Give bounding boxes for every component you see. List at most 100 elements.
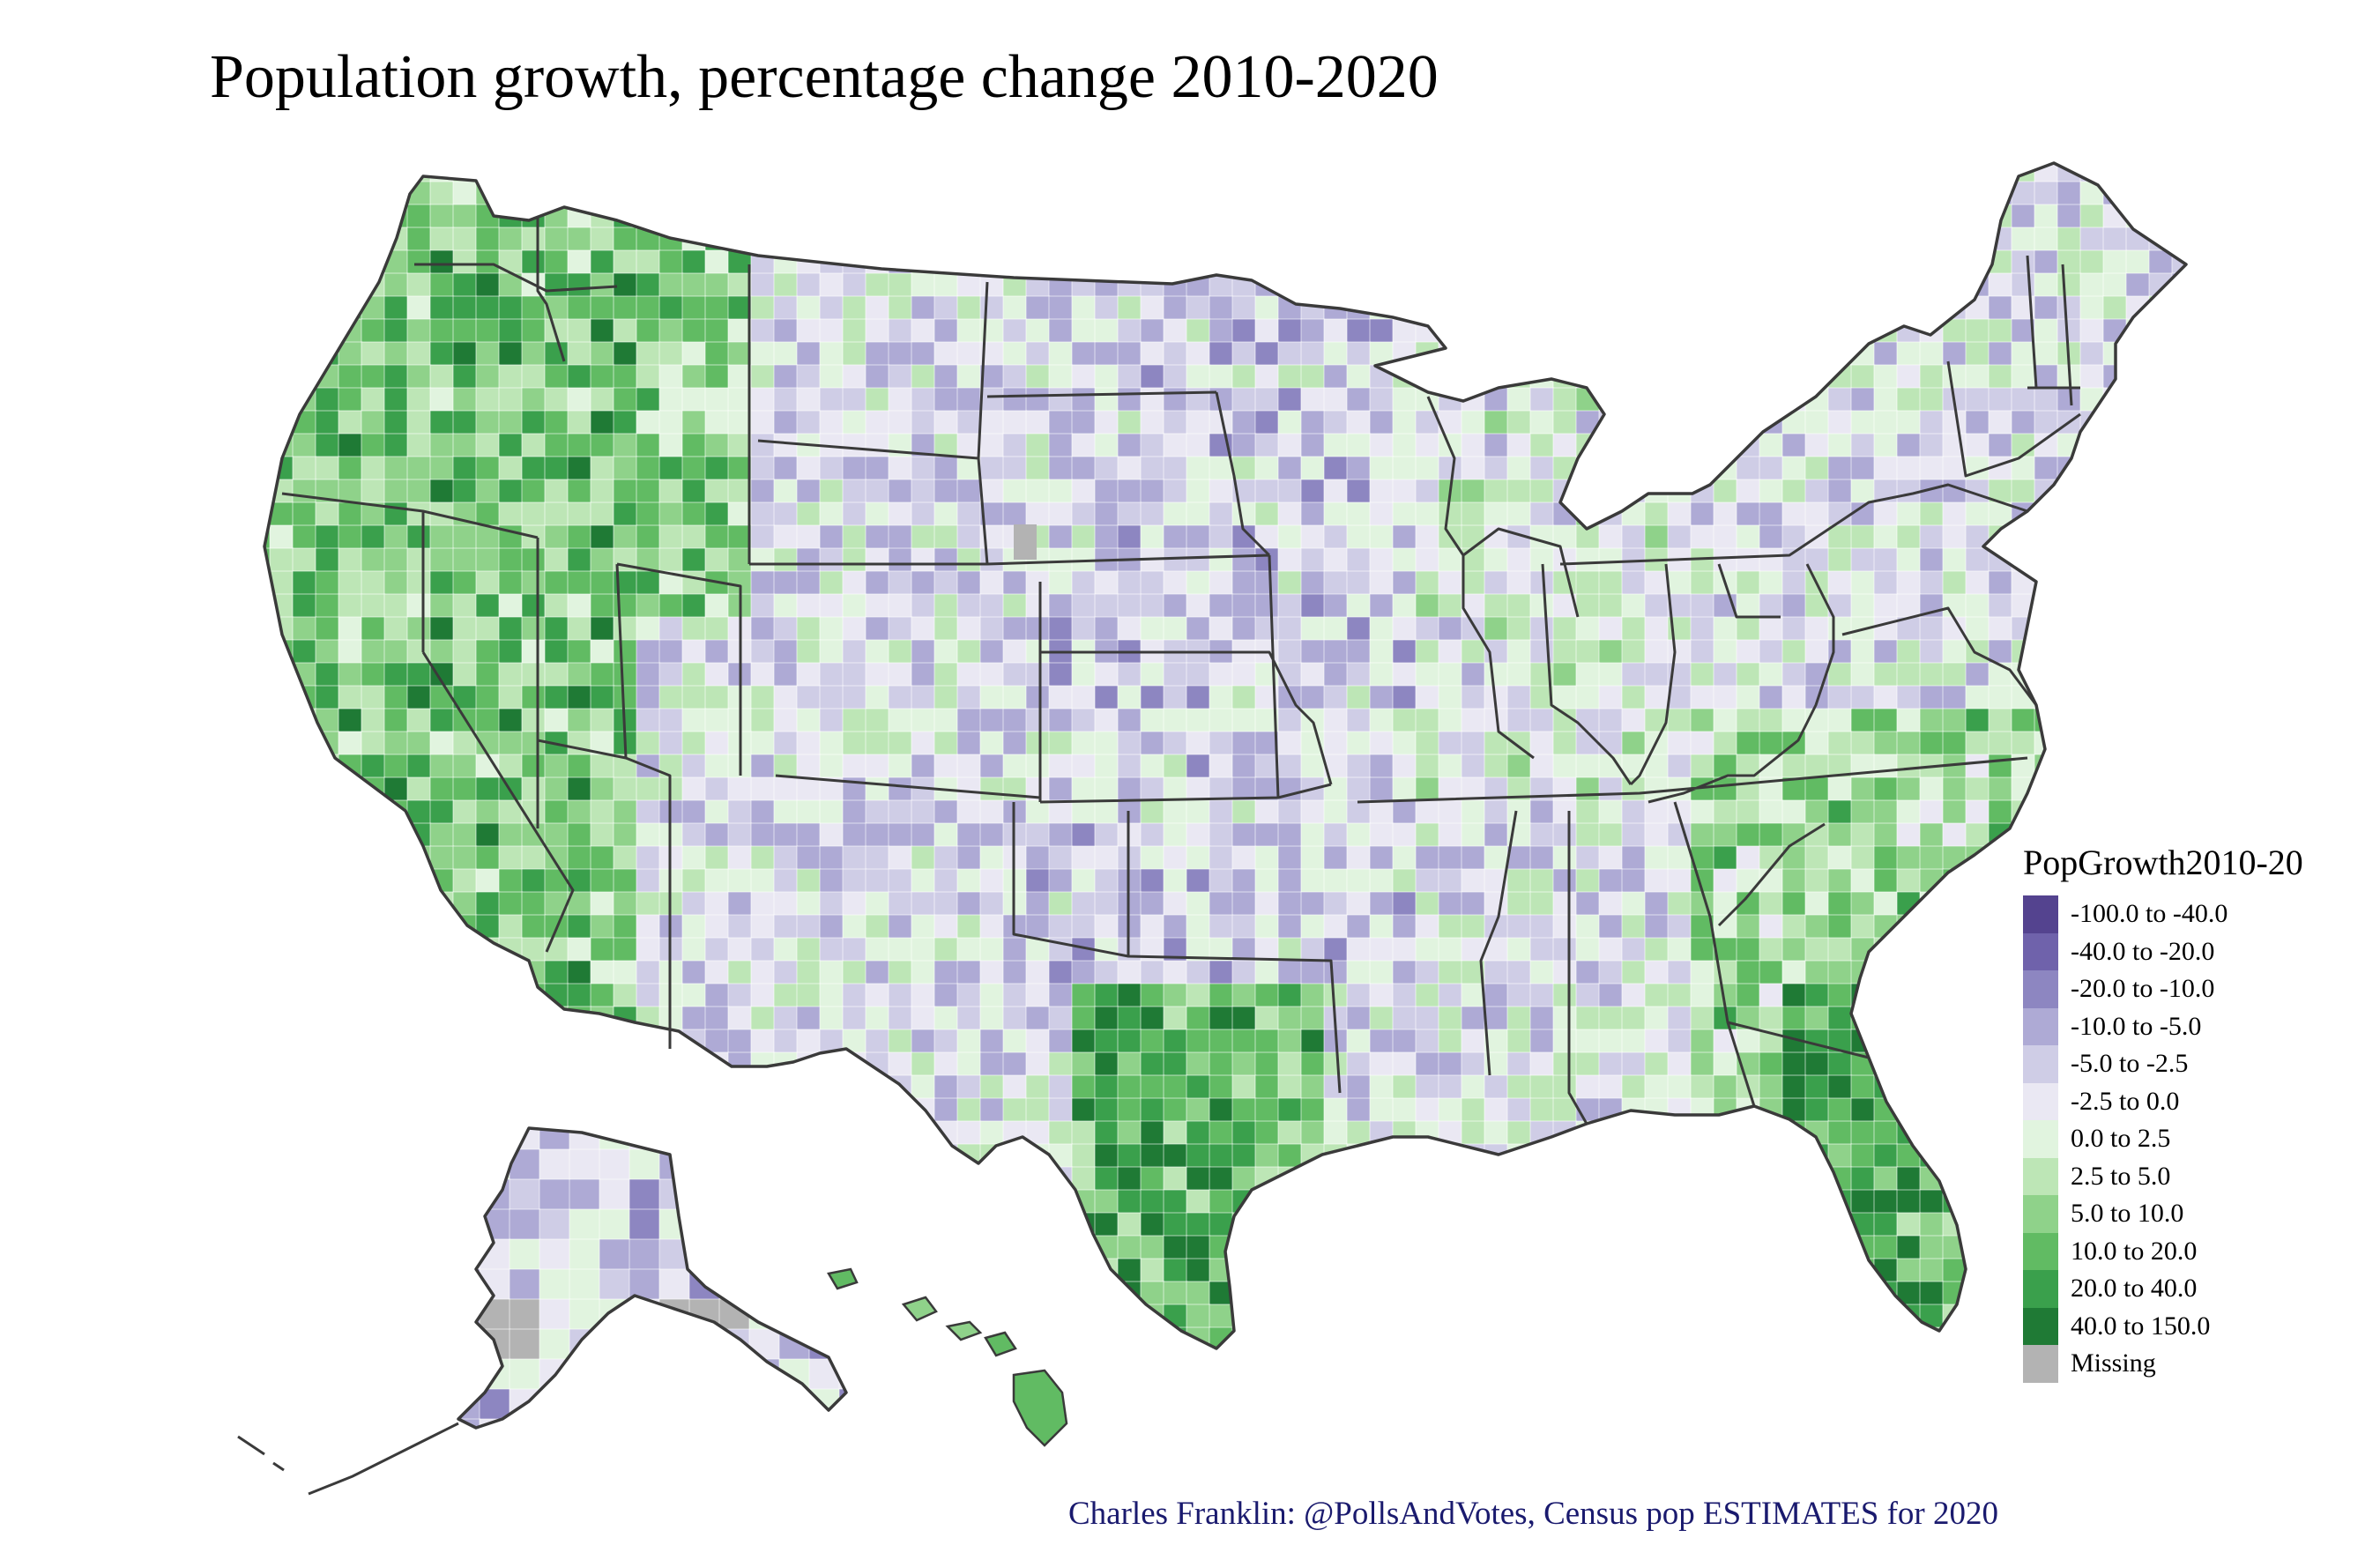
county-cell bbox=[750, 570, 776, 596]
county-cell bbox=[1163, 227, 1188, 252]
county-cell bbox=[1484, 364, 1509, 390]
county-cell bbox=[1071, 318, 1097, 344]
county-cell bbox=[778, 1388, 811, 1421]
county-cell bbox=[888, 570, 913, 596]
county-cell bbox=[1231, 1051, 1257, 1077]
county-cell bbox=[1186, 479, 1211, 504]
county-cell bbox=[361, 685, 386, 710]
county-cell bbox=[1621, 685, 1647, 710]
county-cell bbox=[704, 1212, 730, 1237]
county-cell bbox=[452, 1097, 478, 1123]
county-cell bbox=[1438, 685, 1463, 710]
county-cell bbox=[888, 227, 913, 252]
county-cell bbox=[1438, 639, 1463, 665]
county-cell bbox=[2195, 388, 2219, 412]
county-cell bbox=[842, 387, 867, 412]
county-cell bbox=[264, 1074, 271, 1100]
county-cell bbox=[704, 1189, 730, 1215]
county-cell bbox=[750, 1235, 776, 1260]
county-cell bbox=[1438, 547, 1463, 573]
county-cell bbox=[681, 181, 707, 206]
county-cell bbox=[1254, 937, 1280, 962]
county-cell bbox=[1346, 479, 1372, 504]
county-cell bbox=[1025, 1166, 1051, 1192]
county-cell bbox=[1140, 433, 1165, 458]
county-cell bbox=[1002, 937, 1028, 962]
county-cell bbox=[1759, 868, 1784, 894]
county-cell bbox=[613, 341, 638, 367]
county-cell bbox=[888, 1235, 913, 1260]
county-cell bbox=[1827, 731, 1853, 756]
county-cell bbox=[1552, 295, 1578, 321]
county-cell bbox=[704, 845, 730, 871]
county-cell bbox=[1415, 983, 1440, 1008]
county-cell bbox=[888, 1143, 913, 1169]
county-cell bbox=[429, 593, 455, 619]
county-cell bbox=[269, 249, 294, 275]
county-cell bbox=[681, 754, 707, 779]
county-cell bbox=[1896, 204, 1922, 229]
county-cell bbox=[1300, 501, 1326, 527]
county-cell bbox=[1094, 1051, 1119, 1077]
county-cell bbox=[1048, 1051, 1074, 1077]
county-cell bbox=[338, 524, 363, 550]
county-cell bbox=[1461, 1304, 1486, 1329]
county-cell bbox=[1002, 685, 1028, 710]
county-cell bbox=[1140, 822, 1165, 848]
legend-swatch bbox=[2023, 1270, 2058, 1308]
county-cell bbox=[842, 891, 867, 917]
county-cell bbox=[1598, 662, 1624, 687]
county-cell bbox=[1140, 685, 1165, 710]
county-cell bbox=[2125, 799, 2151, 825]
county-cell bbox=[704, 754, 730, 779]
county-cell bbox=[865, 685, 890, 710]
county-cell bbox=[1071, 983, 1097, 1008]
county-cell bbox=[956, 593, 982, 619]
county-cell bbox=[521, 593, 547, 619]
county-cell bbox=[1552, 639, 1578, 665]
county-cell bbox=[1369, 1029, 1395, 1054]
county-cell bbox=[750, 1120, 776, 1146]
county-cell bbox=[1277, 708, 1303, 733]
county-cell bbox=[1896, 960, 1922, 985]
county-cell bbox=[1071, 891, 1097, 917]
county-cell bbox=[1140, 731, 1165, 756]
county-cell bbox=[2102, 731, 2128, 756]
county-cell bbox=[1621, 570, 1647, 596]
county-cell bbox=[1392, 731, 1417, 756]
county-cell bbox=[361, 662, 386, 687]
county-cell bbox=[292, 731, 317, 756]
county-cell bbox=[544, 776, 569, 802]
county-cell bbox=[264, 960, 271, 985]
county-cell bbox=[773, 685, 799, 710]
county-cell bbox=[2125, 249, 2151, 275]
county-cell bbox=[2102, 593, 2128, 619]
county-cell bbox=[842, 341, 867, 367]
county-cell bbox=[1071, 1166, 1097, 1192]
county-cell bbox=[452, 799, 478, 825]
county-cell bbox=[1369, 914, 1395, 940]
county-cell bbox=[1002, 501, 1028, 527]
county-cell bbox=[1277, 1189, 1303, 1215]
county-cell bbox=[338, 433, 363, 458]
county-cell bbox=[2079, 479, 2105, 504]
county-cell bbox=[1896, 845, 1922, 871]
county-cell bbox=[1392, 410, 1417, 435]
county-cell bbox=[452, 1212, 478, 1237]
county-cell bbox=[590, 685, 615, 710]
county-cell bbox=[1575, 163, 1601, 183]
county-cell bbox=[1163, 318, 1188, 344]
county-cell bbox=[1690, 1029, 1715, 1054]
county-cell bbox=[338, 914, 363, 940]
county-cell bbox=[1529, 479, 1555, 504]
county-cell bbox=[475, 249, 501, 275]
county-cell bbox=[1621, 937, 1647, 962]
county-cell bbox=[1942, 524, 1967, 550]
county-cell bbox=[338, 937, 363, 962]
county-cell bbox=[429, 1304, 455, 1329]
county-cell bbox=[2011, 272, 2036, 298]
county-cell bbox=[681, 433, 707, 458]
county-cell bbox=[1988, 1120, 2013, 1146]
county-cell bbox=[1942, 1051, 1967, 1077]
county-cell bbox=[2056, 799, 2082, 825]
